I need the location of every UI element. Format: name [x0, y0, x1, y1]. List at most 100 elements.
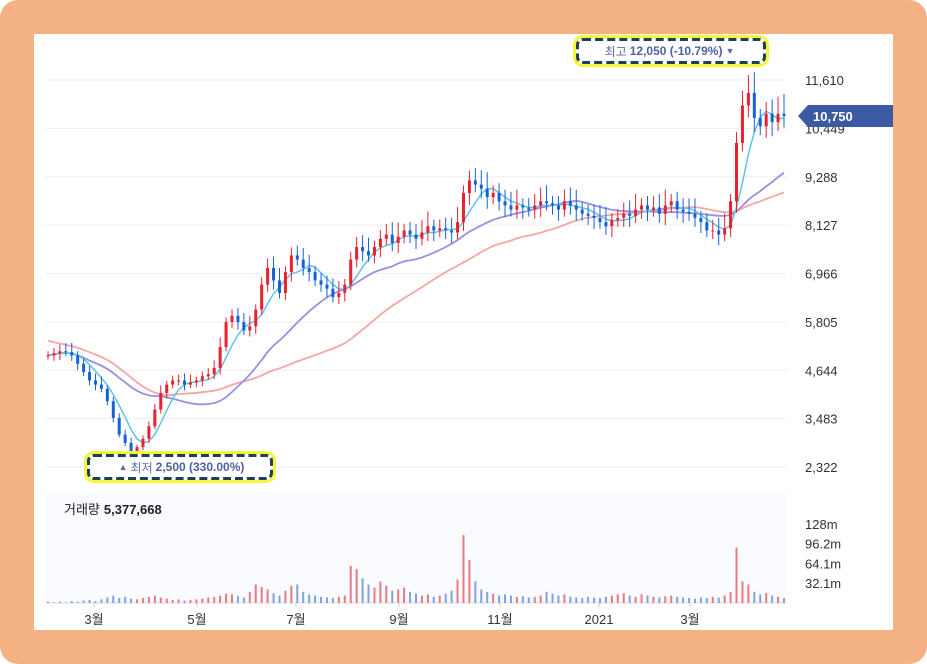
volume-bar	[480, 589, 483, 603]
volume-bar	[717, 597, 720, 603]
candle-body	[651, 207, 655, 210]
volume-bar	[415, 593, 417, 603]
volume-bar	[711, 596, 714, 603]
volume-bar	[100, 599, 103, 603]
candle-body	[319, 280, 323, 285]
high-value: 12,050 (-10.79%)	[629, 44, 723, 58]
candle-body	[76, 355, 80, 364]
volume-bar	[682, 597, 685, 603]
volume-bar	[759, 594, 762, 603]
candle-body	[598, 217, 602, 223]
candle-body	[93, 380, 97, 385]
candle-body	[277, 280, 281, 293]
volume-label: 거래량	[64, 502, 100, 517]
candle-body	[616, 217, 620, 220]
volume-bar	[183, 600, 186, 603]
candle-body	[88, 372, 92, 381]
volume-bar	[699, 597, 702, 603]
volume-bar	[688, 598, 691, 603]
volume-bar	[331, 598, 334, 603]
high-price-callout: 최고 12,050 (-10.79%) ▼	[573, 35, 769, 67]
volume-bar	[432, 596, 435, 603]
x-tick-label: 9월	[389, 612, 408, 627]
volume-bar	[355, 569, 358, 603]
volume-bar	[171, 599, 174, 603]
candle-body	[533, 205, 537, 210]
volume-bar	[272, 593, 275, 603]
volume-bar	[498, 595, 501, 603]
volume-bar	[777, 596, 780, 603]
volume-bar	[314, 595, 317, 603]
candle-body	[242, 322, 246, 331]
candle-body	[764, 113, 768, 127]
candle-body	[527, 207, 531, 210]
price-tick-label: 4,644	[805, 363, 838, 378]
volume-bar	[320, 596, 323, 603]
volume-bar	[527, 597, 530, 603]
candle-body	[473, 180, 477, 185]
candle-body	[183, 380, 187, 385]
candle-body	[313, 272, 317, 281]
volume-bar	[308, 594, 311, 603]
candle-body	[378, 238, 382, 248]
volume-bar	[610, 595, 613, 603]
volume-bar	[177, 599, 180, 603]
ma-mid-line	[47, 171, 785, 406]
volume-bar	[213, 596, 216, 603]
volume-bar	[141, 598, 144, 603]
candle-body	[396, 236, 400, 243]
triangle-down-icon: ▼	[725, 46, 735, 56]
volume-bar	[379, 581, 382, 603]
candle-body	[740, 105, 744, 143]
volume-bar	[367, 584, 370, 603]
volume-bar	[753, 591, 756, 603]
candle-body	[283, 272, 287, 293]
volume-bar	[616, 594, 619, 603]
candle-body	[165, 384, 169, 393]
candle-body	[485, 188, 489, 198]
candle-body	[123, 434, 127, 443]
volume-bar	[349, 565, 352, 603]
stock-chart[interactable]: 11,61010,4499,2888,1276,9665,8054,6443,4…	[34, 34, 893, 630]
volume-bar	[420, 595, 423, 603]
candle-body	[129, 442, 133, 452]
volume-bar	[634, 596, 637, 603]
chart-panel: 11,610 10,449 9,288 8,127 6,966 5,805 4,644 3,4…	[34, 34, 893, 630]
candle-body	[147, 426, 151, 439]
candle-body	[723, 228, 727, 235]
volume-bar	[456, 579, 459, 603]
candle-body	[580, 209, 584, 214]
candle-body	[426, 226, 430, 233]
volume-bar	[373, 587, 376, 603]
volume-bar	[136, 599, 139, 603]
candle-body	[331, 288, 335, 298]
volume-bar	[219, 595, 222, 603]
candle-body	[236, 315, 240, 323]
volume-bar	[52, 602, 55, 603]
volume-bar	[521, 596, 524, 603]
candle-body	[58, 351, 62, 354]
candle-body	[509, 205, 513, 210]
volume-bar	[539, 595, 542, 603]
volume-bar	[587, 596, 590, 603]
volume-bar	[723, 595, 726, 603]
candle-body	[562, 201, 566, 210]
volume-tick-label: 96.2m	[805, 537, 841, 552]
price-tick-label: 3,483	[805, 412, 838, 427]
volume-bar	[112, 595, 115, 603]
volume-bar	[189, 599, 192, 603]
volume-bar	[735, 547, 738, 603]
volume-bar	[509, 595, 512, 603]
volume-bar	[94, 601, 97, 603]
candle-body	[188, 382, 192, 385]
volume-bar	[231, 594, 233, 603]
high-label: 최고	[604, 44, 627, 59]
volume-bar	[515, 596, 518, 603]
volume-bar	[486, 591, 489, 603]
volume-bar	[207, 597, 210, 603]
volume-bar	[266, 589, 269, 603]
candle-body	[551, 203, 555, 206]
volume-bar	[385, 585, 388, 603]
candle-body	[586, 213, 590, 216]
candle-body	[521, 205, 525, 208]
